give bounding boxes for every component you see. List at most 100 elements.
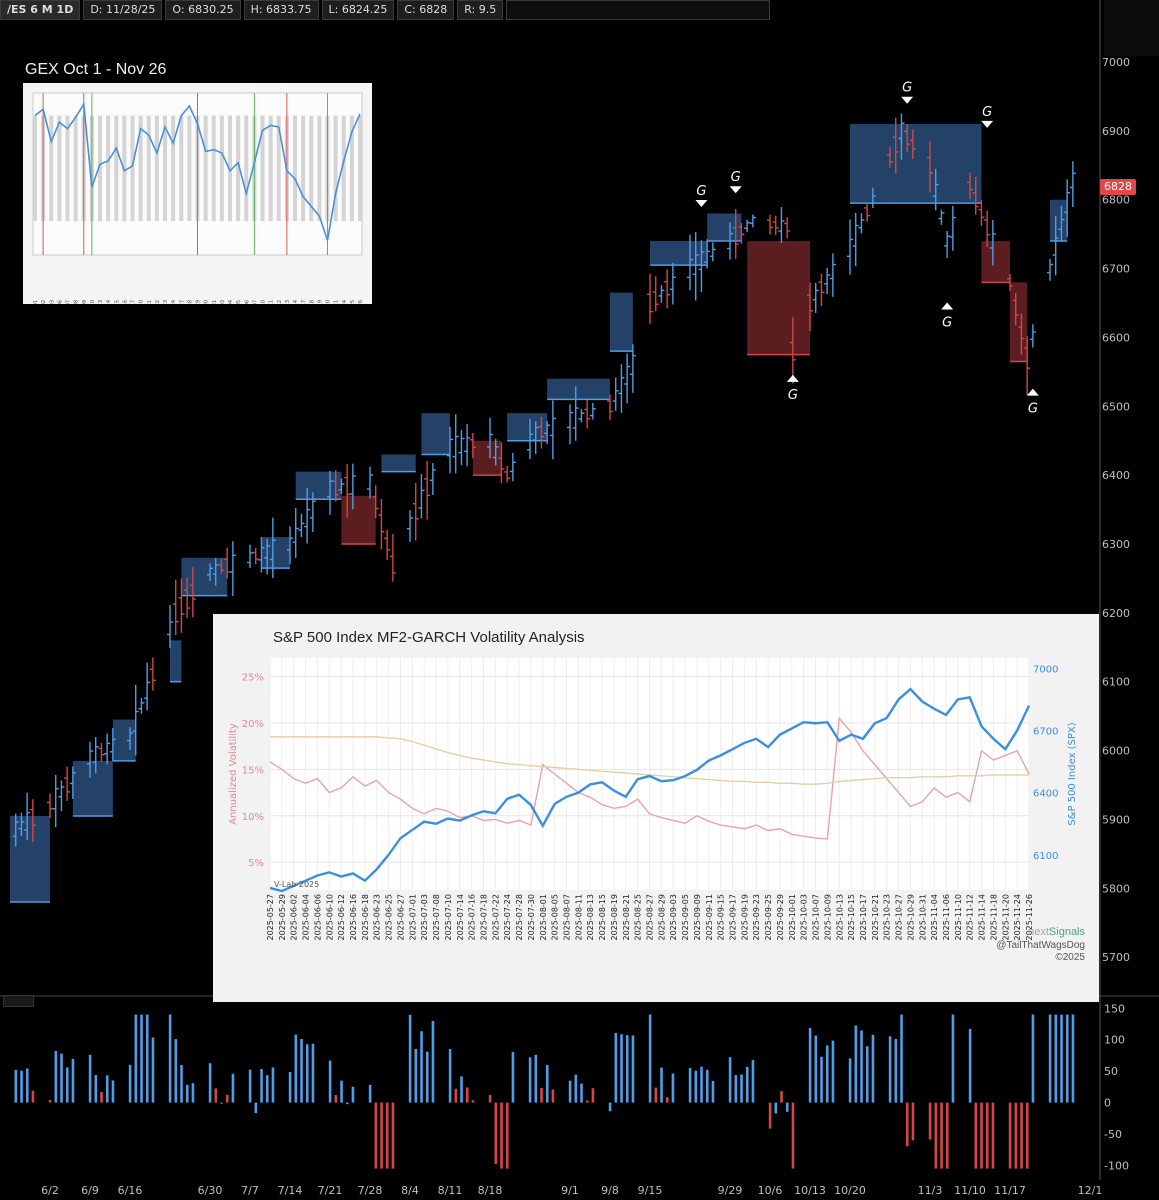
vlab-date-label: 2025-05-27 bbox=[266, 894, 275, 941]
gamma-marker-arrow bbox=[729, 186, 742, 194]
oscillator-bar bbox=[71, 1058, 75, 1103]
vlab-date-label: 2025-08-19 bbox=[610, 894, 619, 941]
vlab-date-label: 2025-07-18 bbox=[479, 894, 488, 941]
oscillator-bar bbox=[865, 1046, 869, 1103]
gex-date-label: 2025-10-02 bbox=[41, 300, 47, 304]
vlab-inset: S&P 500 Index MF2-GARCH Volatility Analy… bbox=[213, 614, 1099, 1002]
date-tick-label: 7/14 bbox=[278, 1184, 303, 1197]
oscillator-bar bbox=[231, 1073, 235, 1103]
oscillator-bar bbox=[271, 1067, 275, 1103]
gex-date-label: 2025-11-06 bbox=[244, 300, 250, 304]
oscillator-bar bbox=[945, 1102, 949, 1169]
oscillator-bar bbox=[380, 1102, 383, 1169]
last-price-tag: 6828 bbox=[1100, 179, 1136, 195]
vlab-date-label: 2025-06-02 bbox=[290, 894, 299, 941]
oscillator-bar bbox=[408, 1014, 412, 1103]
oscillator-bar bbox=[488, 1095, 492, 1103]
vlab-date-label: 2025-10-09 bbox=[823, 894, 832, 941]
oscillator-bar bbox=[248, 1069, 252, 1103]
gamma-marker-label: G bbox=[788, 388, 798, 403]
gex-column bbox=[260, 115, 265, 221]
gex-column bbox=[219, 115, 224, 221]
oscillator-bar bbox=[300, 1039, 303, 1103]
vlab-right-tick: 6100 bbox=[1033, 851, 1058, 862]
vlab-date-label: 2025-07-28 bbox=[515, 894, 524, 941]
gex-date-label: 2025-11-05 bbox=[236, 300, 242, 304]
oscillator-bar bbox=[728, 1057, 732, 1103]
vlab-date-label: 2025-07-08 bbox=[432, 894, 441, 941]
oscillator-bar bbox=[705, 1069, 709, 1103]
price-chart[interactable]: G G G G G G G 5700 5800 5900 6000 6100 6200 6300 6400… bbox=[0, 0, 1159, 995]
date-tick-label: 6/9 bbox=[81, 1184, 99, 1197]
vlab-right-tick: 7000 bbox=[1033, 664, 1058, 675]
gex-column bbox=[114, 115, 119, 221]
date-tick-label: 7/28 bbox=[358, 1184, 383, 1197]
oscillator-bar bbox=[471, 1100, 475, 1103]
oscillator-background bbox=[0, 995, 1159, 1200]
oscillator-bar bbox=[700, 1066, 703, 1103]
gex-column bbox=[163, 115, 167, 221]
oscillator-bar bbox=[425, 1051, 429, 1103]
oscillator-bar bbox=[134, 1014, 138, 1103]
gex-date-label: 2025-11-20 bbox=[326, 300, 332, 304]
date-tick-label: 11/10 bbox=[954, 1184, 986, 1197]
gex-date-label: 2025-11-03 bbox=[220, 300, 226, 304]
vlab-left-axis-title: Annualized Volatility bbox=[228, 723, 239, 825]
vlab-date-label: 2025-06-27 bbox=[396, 894, 405, 941]
oscillator-bar bbox=[620, 1034, 623, 1103]
range-box bbox=[610, 292, 633, 352]
signature-year: ©2025 bbox=[1055, 952, 1085, 963]
vlab-credit: V-Lab 2025 bbox=[274, 880, 319, 889]
oscillator-bar bbox=[665, 1097, 669, 1103]
oscillator-bar bbox=[174, 1039, 178, 1103]
gex-date-label: 2025-11-26 bbox=[358, 300, 364, 304]
oscillator-bar bbox=[351, 1086, 355, 1103]
gex-column bbox=[49, 115, 54, 221]
oscillator-bar bbox=[511, 1051, 515, 1103]
oscillator-bar bbox=[888, 1036, 892, 1103]
price-tick-label: 7000 bbox=[1102, 56, 1130, 69]
vlab-date-label: 2025-06-16 bbox=[349, 894, 358, 941]
vlab-date-label: 2025-07-14 bbox=[456, 894, 465, 941]
vlab-date-label: 2025-08-21 bbox=[622, 894, 631, 941]
oscillator-bar bbox=[848, 1058, 852, 1103]
price-axis: 5700 5800 5900 6000 6100 6200 6300 6400 6500 6600… bbox=[1099, 0, 1130, 995]
gex-column bbox=[244, 115, 249, 221]
date-readout: D: 11/28/25 bbox=[83, 0, 163, 20]
oscillator-bar bbox=[831, 1040, 835, 1103]
symbol-label[interactable]: /ES 6 M 1D bbox=[0, 0, 81, 20]
vlab-date-label: 2025-09-19 bbox=[740, 894, 749, 941]
vlab-date-label: 2025-10-17 bbox=[859, 894, 868, 941]
gex-column bbox=[309, 115, 314, 221]
gex-date-label: 2025-10-06 bbox=[57, 300, 63, 304]
oscillator-bar bbox=[454, 1088, 458, 1103]
study-readout-faded bbox=[506, 0, 771, 20]
oscillator-panel[interactable]: -100 -50 0 50 100 150 6/2 6/9 6/16 6/30 7/7 7/14 7/… bbox=[0, 995, 1159, 1200]
oscillator-bar bbox=[1025, 1102, 1029, 1169]
gamma-marker-arrow bbox=[786, 374, 799, 382]
gex-date-label: 2025-10-30 bbox=[204, 300, 210, 304]
price-tick-label: 6500 bbox=[1102, 400, 1130, 413]
price-tick-label: 6800 bbox=[1102, 194, 1130, 207]
oscillator-bar bbox=[505, 1102, 509, 1169]
gex-date-label: 2025-10-09 bbox=[82, 300, 88, 304]
oscillator-bar bbox=[260, 1069, 263, 1103]
oscillator-bar bbox=[905, 1102, 909, 1147]
close-readout: C: 6828 bbox=[397, 0, 455, 20]
oscillator-bar bbox=[31, 1090, 35, 1103]
vlab-date-label: 2025-08-15 bbox=[598, 894, 607, 941]
oscillator-bar bbox=[1048, 1014, 1052, 1103]
vlab-left-tick: 15% bbox=[242, 765, 264, 776]
oscillator-bar bbox=[254, 1102, 258, 1114]
oscillator-bar bbox=[385, 1102, 389, 1169]
oscillator-bar bbox=[100, 1092, 103, 1103]
date-tick-label: 8/11 bbox=[438, 1184, 463, 1197]
vlab-date-label: 2025-11-14 bbox=[978, 894, 987, 941]
oscillator-bar bbox=[14, 1069, 18, 1103]
date-tick-label: 9/1 bbox=[561, 1184, 579, 1197]
vlab-date-label: 2025-06-10 bbox=[325, 894, 334, 941]
range-box bbox=[181, 557, 228, 596]
vlab-date-label: 2025-10-03 bbox=[800, 894, 809, 941]
vlab-date-label: 2025-07-10 bbox=[444, 894, 453, 941]
vlab-title: S&P 500 Index MF2-GARCH Volatility Analy… bbox=[273, 629, 585, 646]
